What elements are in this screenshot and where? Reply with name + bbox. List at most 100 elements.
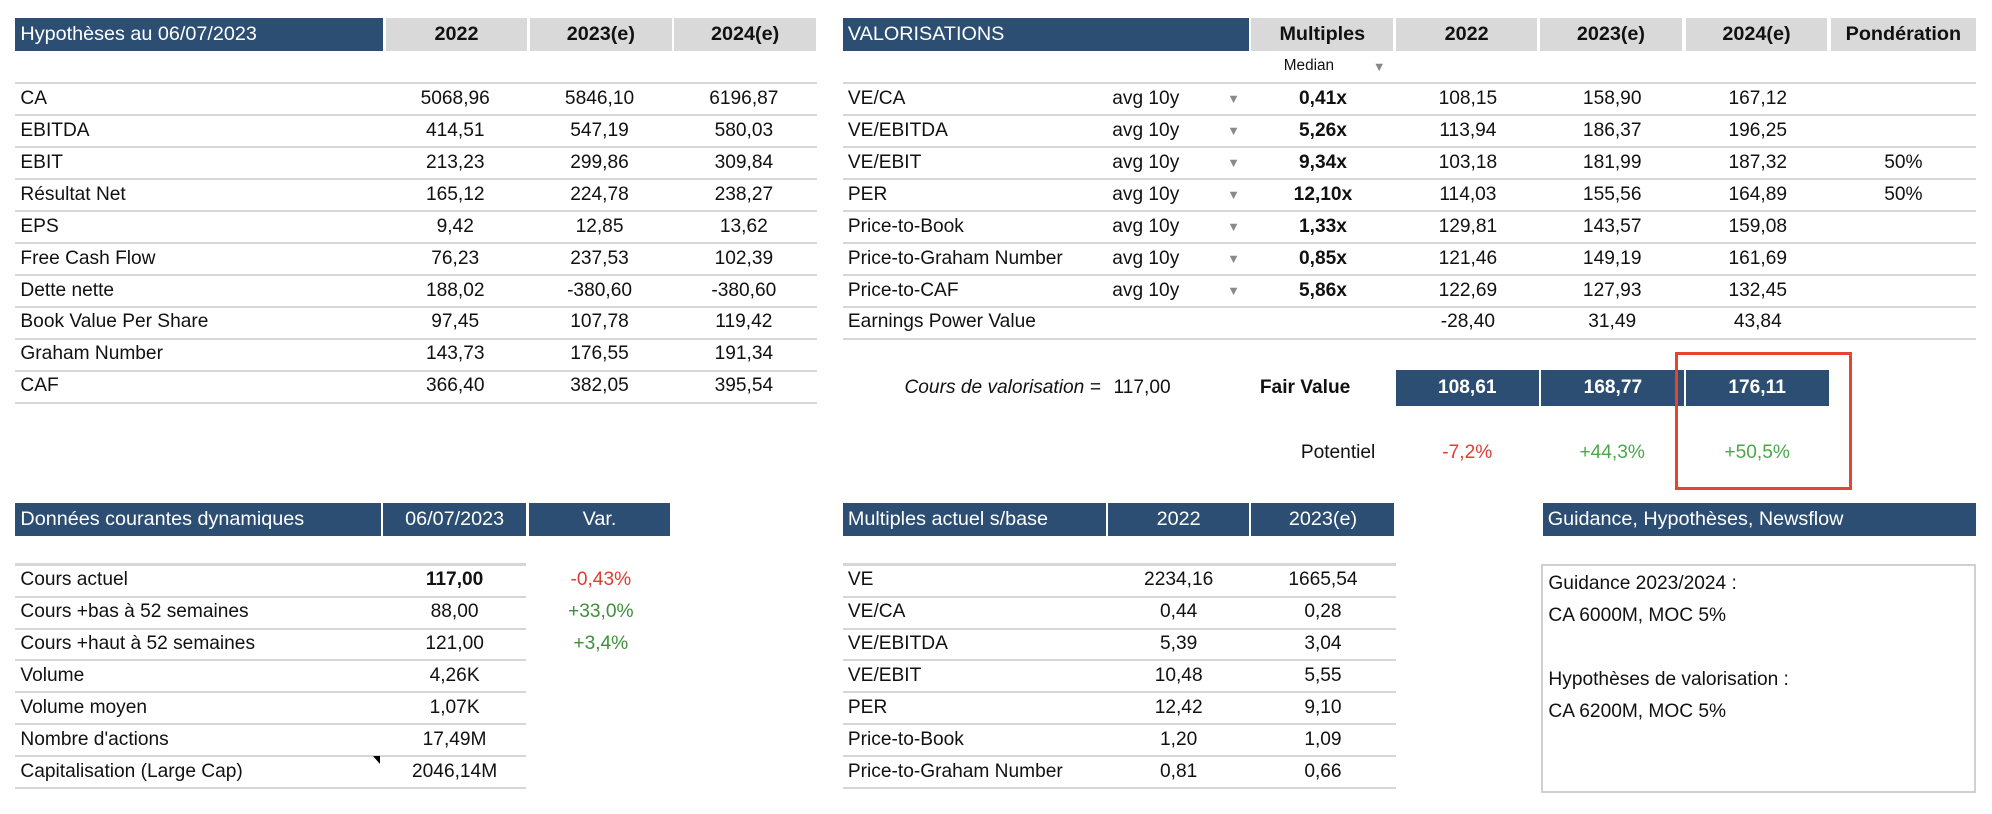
cell-value[interactable]: 0,66 [1304, 760, 1342, 782]
weight-value[interactable] [1831, 84, 1975, 113]
cell-value[interactable]: -380,60 [711, 279, 777, 301]
cell-value[interactable]: 1,20 [1160, 729, 1198, 750]
period-select[interactable]: avg 10y [1112, 247, 1180, 269]
dropdown-arrow-icon[interactable]: ▼ [1227, 123, 1240, 139]
valuation-value[interactable]: 31,49 [1588, 311, 1637, 333]
cell-value[interactable]: 102,39 [714, 247, 774, 269]
cell-value[interactable]: 5846,10 [564, 87, 635, 109]
cell-value[interactable]: 12,42 [1154, 697, 1203, 719]
cell-value[interactable]: 213,23 [425, 151, 485, 173]
cell-value[interactable]: 0,44 [1160, 601, 1198, 623]
valuation-value[interactable]: 187,32 [1728, 151, 1788, 173]
guidance-notes-box[interactable]: Guidance 2023/2024 : CA 6000M, MOC 5% Hypo… [1541, 564, 1976, 793]
cell-value[interactable]: 224,78 [570, 183, 629, 205]
cell-value[interactable]: 188,02 [425, 279, 485, 301]
dropdown-arrow-icon[interactable]: ▼ [1227, 187, 1240, 203]
cell-value[interactable]: 5068,96 [420, 87, 490, 109]
cell-value[interactable]: 547,19 [570, 119, 629, 141]
multiple-value[interactable]: 1,33x [1298, 215, 1347, 237]
valuation-value[interactable]: 196,25 [1728, 119, 1788, 141]
valuation-value[interactable]: 108,15 [1438, 87, 1498, 109]
multiple-value[interactable] [1251, 308, 1394, 337]
cell-value[interactable]: 143,73 [425, 343, 485, 365]
cell-value[interactable]: 0,28 [1304, 601, 1342, 623]
valuation-value[interactable]: 122,69 [1438, 279, 1498, 301]
valuation-value[interactable]: 164,89 [1728, 183, 1788, 205]
cell-value[interactable]: 191,34 [714, 343, 774, 365]
row-value[interactable]: 4,26K [429, 665, 480, 687]
multiple-value[interactable]: 0,85x [1298, 247, 1347, 269]
cell-value[interactable]: 13,62 [719, 215, 768, 237]
cell-value[interactable]: 395,54 [714, 375, 774, 397]
valuation-value[interactable]: 113,94 [1439, 119, 1497, 141]
weight-value[interactable] [1831, 276, 1975, 305]
valuation-value[interactable]: 121,46 [1438, 247, 1498, 269]
valuation-value[interactable]: 161,69 [1728, 247, 1788, 269]
dropdown-arrow-icon[interactable]: ▼ [1372, 58, 1386, 74]
cell-value[interactable]: 1665,54 [1288, 569, 1358, 591]
cell-value[interactable]: 165,12 [425, 183, 485, 205]
valuation-value[interactable]: 143,57 [1582, 215, 1642, 237]
cell-value[interactable]: 9,10 [1304, 697, 1342, 719]
cell-value[interactable]: 1,09 [1304, 729, 1342, 750]
weight-value[interactable] [1831, 244, 1975, 273]
cours-value[interactable]: 117,00 [1113, 376, 1171, 398]
cell-value[interactable]: 5,39 [1160, 633, 1198, 655]
multiple-value[interactable]: 0,41x [1298, 87, 1347, 109]
multiple-value[interactable]: 9,34x [1298, 151, 1347, 173]
cell-value[interactable]: 6196,87 [709, 87, 779, 109]
multiple-value[interactable]: 5,26x [1298, 119, 1347, 141]
cell-value[interactable]: 76,23 [431, 247, 480, 269]
cell-value[interactable]: 3,04 [1304, 633, 1342, 655]
valuation-value[interactable]: 129,81 [1438, 215, 1498, 237]
period-select[interactable]: avg 10y [1112, 183, 1180, 205]
row-value[interactable]: 121,00 [425, 633, 484, 655]
row-value[interactable]: 117,00 [425, 569, 484, 591]
valuation-value[interactable]: 127,93 [1582, 279, 1642, 301]
valuation-value[interactable]: 167,12 [1728, 87, 1788, 109]
multiple-value[interactable]: 5,86x [1298, 279, 1347, 301]
cell-value[interactable]: -380,60 [567, 279, 632, 301]
cell-value[interactable]: 237,53 [570, 247, 629, 269]
cell-value[interactable]: 299,86 [570, 151, 629, 173]
dropdown-arrow-icon[interactable]: ▼ [1227, 219, 1240, 235]
cell-value[interactable]: 5,55 [1304, 665, 1342, 687]
valuation-value[interactable]: 158,90 [1582, 87, 1642, 109]
row-value[interactable]: 1,07K [429, 697, 480, 719]
row-value[interactable]: 88,00 [430, 601, 479, 623]
row-value[interactable]: 17,49M [422, 729, 487, 750]
dropdown-arrow-icon[interactable]: ▼ [1227, 91, 1240, 107]
cell-value[interactable]: 12,85 [575, 215, 624, 237]
cell-value[interactable]: 580,03 [714, 119, 774, 141]
cell-value[interactable]: 9,42 [436, 215, 474, 237]
dropdown-arrow-icon[interactable]: ▼ [1227, 283, 1240, 298]
valuation-value[interactable]: 159,08 [1728, 215, 1788, 237]
valuation-value[interactable]: 149,19 [1582, 247, 1642, 269]
cell-value[interactable]: 0,81 [1160, 760, 1198, 782]
row-value[interactable]: 2046,14M [412, 760, 498, 782]
multiples-mode-select[interactable]: Median [1283, 57, 1335, 75]
cell-value[interactable]: 382,05 [570, 375, 629, 397]
valuation-value[interactable]: 186,37 [1582, 119, 1642, 141]
multiple-value[interactable]: 12,10x [1293, 183, 1353, 205]
valuation-value[interactable]: 181,99 [1582, 151, 1642, 173]
period-select[interactable]: avg 10y [1112, 119, 1180, 141]
period-select[interactable]: avg 10y [1112, 151, 1180, 173]
cell-value[interactable]: 2234,16 [1144, 569, 1214, 591]
valuation-value[interactable]: 155,56 [1582, 183, 1642, 205]
cell-value[interactable]: 309,84 [714, 151, 774, 173]
dropdown-arrow-icon[interactable]: ▼ [1227, 155, 1240, 171]
dropdown-arrow-icon[interactable]: ▼ [1227, 251, 1240, 267]
cell-value[interactable]: 366,40 [425, 375, 485, 397]
weight-value[interactable] [1831, 308, 1975, 337]
period-select[interactable]: avg 10y [1112, 215, 1180, 237]
weight-value[interactable]: 50% [1884, 151, 1923, 173]
cell-value[interactable]: 10,48 [1154, 665, 1203, 687]
cell-value[interactable]: 238,27 [714, 183, 774, 205]
cell-value[interactable]: 97,45 [431, 311, 480, 333]
weight-value[interactable] [1831, 116, 1975, 145]
cell-value[interactable]: 119,42 [715, 311, 773, 333]
cell-value[interactable]: 176,55 [570, 343, 629, 365]
valuation-value[interactable]: 132,45 [1728, 279, 1788, 301]
period-select[interactable]: avg 10y [1112, 279, 1180, 301]
